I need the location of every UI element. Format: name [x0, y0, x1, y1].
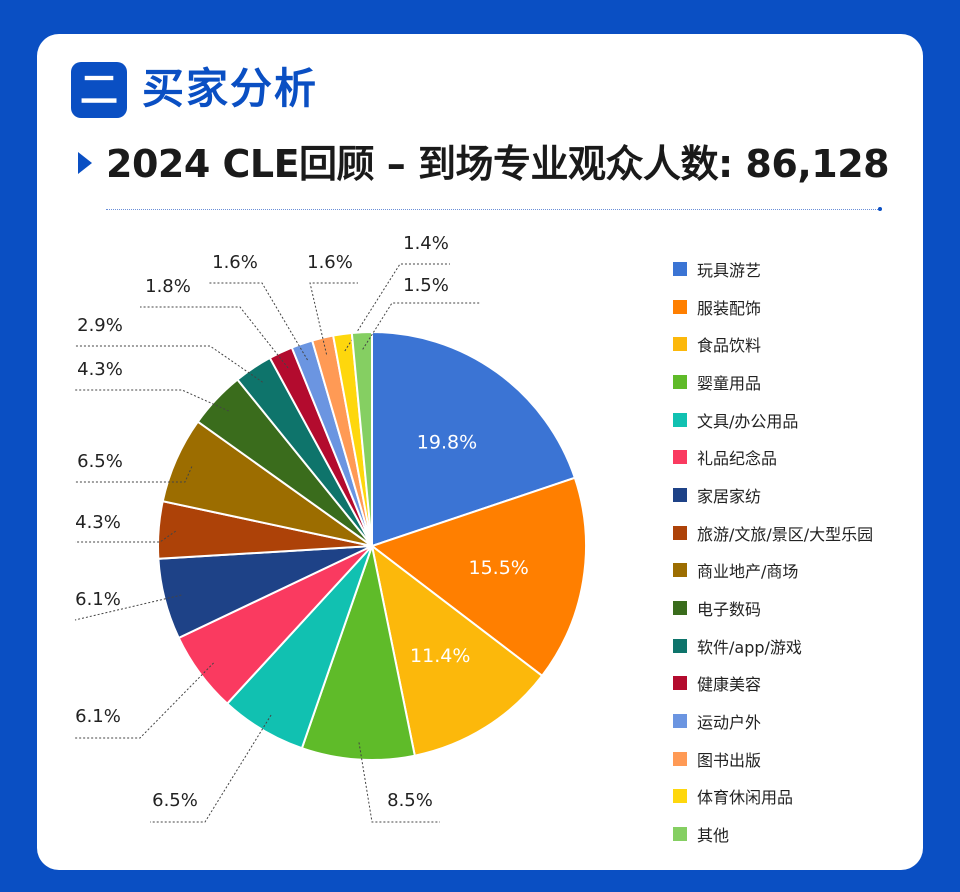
leader-line: [75, 466, 193, 483]
slice-value-label: 6.1%: [75, 589, 121, 610]
legend-label: 其他: [697, 826, 730, 846]
legend-label: 健康美容: [697, 675, 762, 695]
legend-label: 婴童用品: [697, 373, 762, 393]
legend-item: 运动户外: [673, 702, 873, 740]
leader-line: [150, 714, 272, 823]
slice-value-label: 1.6%: [307, 252, 353, 273]
legend-item: 家居家纺: [673, 476, 873, 514]
legend-swatch: [673, 601, 687, 616]
slice-value-label: 15.5%: [469, 557, 529, 579]
legend-label: 旅游/文旅/景区/大型乐园: [697, 524, 874, 544]
section-number-badge: 二: [71, 62, 127, 118]
leader-line: [75, 662, 214, 739]
legend-swatch: [673, 299, 687, 314]
legend-swatch: [673, 337, 687, 352]
legend-swatch: [673, 374, 687, 389]
chart-legend: 玩具游艺服装配饰食品饮料婴童用品文具/办公用品 礼品纪念品家居家纺旅游/文旅/景区…: [673, 250, 873, 853]
legend-label: 体育休闲用品: [697, 788, 794, 808]
chart-title: 2024 CLE回顾 – 到场专业观众人数: 86,128: [106, 142, 890, 186]
slice-value-label: 6.1%: [75, 706, 121, 727]
legend-item: 礼品纪念品: [673, 438, 873, 476]
pie-slice: [300, 542, 417, 761]
legend-label: 图书出版: [697, 750, 762, 770]
legend-swatch: [673, 487, 687, 502]
slice-value-label: 4.3%: [75, 512, 121, 533]
slice-value-label: 1.5%: [403, 275, 449, 296]
legend-item: 玩具游艺: [673, 250, 873, 288]
legend-label: 软件/app/游戏: [697, 637, 802, 657]
slice-value-label: 4.3%: [77, 359, 123, 380]
leader-line: [358, 742, 440, 823]
legend-item: 商业地产/商场: [673, 552, 873, 590]
slice-value-label: 19.8%: [417, 432, 477, 454]
legend-label: 运动户外: [697, 713, 762, 733]
legend-label: 食品饮料: [697, 336, 762, 356]
legend-swatch: [673, 714, 687, 729]
slice-value-label: 1.6%: [212, 252, 258, 273]
slice-value-label: 8.5%: [387, 790, 433, 811]
legend-label: 礼品纪念品: [697, 449, 778, 469]
legend-item: 图书出版: [673, 740, 873, 778]
slice-value-label: 6.5%: [77, 451, 123, 472]
legend-swatch: [673, 525, 687, 540]
legend-swatch: [673, 789, 687, 804]
legend-item: 体育休闲用品: [673, 778, 873, 816]
slice-value-label: 1.8%: [145, 276, 191, 297]
legend-label: 电子数码: [697, 600, 762, 620]
legend-label: 服装配饰: [697, 298, 762, 318]
legend-swatch: [673, 412, 687, 427]
legend-swatch: [673, 638, 687, 653]
legend-swatch: [673, 676, 687, 691]
slice-value-label: 6.5%: [152, 790, 198, 811]
leader-line: [362, 302, 480, 350]
pie-slice: [370, 543, 544, 757]
legend-item: 健康美容: [673, 665, 873, 703]
legend-swatch: [673, 563, 687, 578]
legend-item: 文具/办公用品: [673, 401, 873, 439]
leader-line: [309, 282, 358, 355]
legend-swatch: [673, 751, 687, 766]
legend-item: 旅游/文旅/景区/大型乐园: [673, 514, 873, 552]
leader-line: [75, 345, 263, 383]
divider-end-dot: [878, 207, 882, 211]
legend-item: 其他: [673, 815, 873, 853]
leader-line: [344, 263, 450, 352]
legend-item: 食品饮料: [673, 325, 873, 363]
leader-line: [140, 306, 289, 369]
legend-item: 电子数码: [673, 589, 873, 627]
pie-slice: [350, 330, 373, 547]
legend-label: 玩具游艺: [697, 260, 762, 280]
slice-value-label: 1.4%: [403, 233, 449, 254]
legend-swatch: [673, 827, 687, 842]
pie-slice: [369, 476, 587, 678]
legend-swatch: [673, 450, 687, 465]
legend-label: 商业地产/商场: [697, 562, 799, 582]
legend-label: 家居家纺: [697, 486, 762, 506]
legend-swatch: [673, 261, 687, 276]
legend-label: 文具/办公用品: [697, 411, 799, 431]
legend-item: 服装配饰: [673, 288, 873, 326]
leader-line: [75, 389, 229, 412]
title-divider: [106, 209, 878, 210]
legend-item: 软件/app/游戏: [673, 627, 873, 665]
slice-value-label: 11.4%: [410, 645, 470, 667]
section-title: 买家分析: [142, 64, 319, 113]
pie-slice: [371, 330, 577, 548]
leader-line: [208, 282, 308, 361]
legend-item: 婴童用品: [673, 363, 873, 401]
slice-value-label: 2.9%: [77, 315, 123, 336]
chevron-right-icon: [78, 152, 92, 174]
